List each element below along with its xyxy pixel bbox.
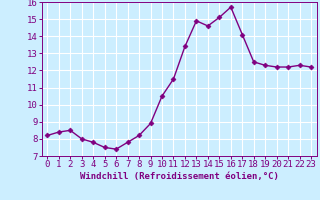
X-axis label: Windchill (Refroidissement éolien,°C): Windchill (Refroidissement éolien,°C)	[80, 172, 279, 181]
